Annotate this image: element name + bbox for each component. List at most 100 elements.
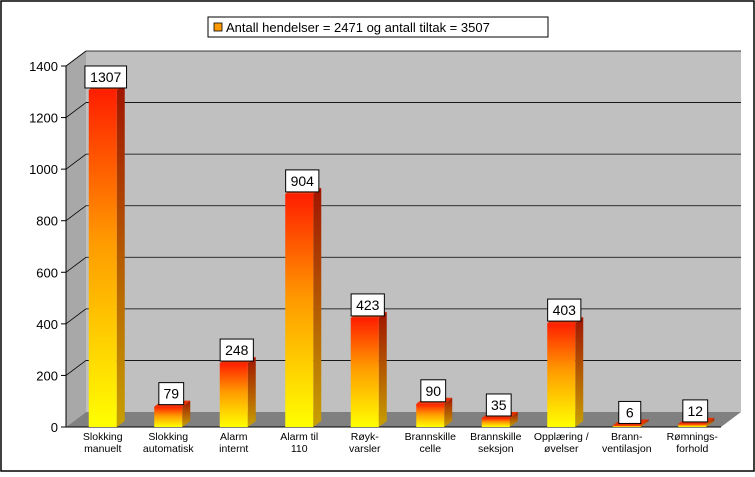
bar-front-0 xyxy=(88,89,117,427)
y-tick-label: 1000 xyxy=(29,162,58,177)
x-tick-label-line: Alarm xyxy=(220,431,248,443)
bar-side-2 xyxy=(247,357,256,427)
x-tick-label-line: Opplæring / xyxy=(534,431,589,443)
y-tick-label: 200 xyxy=(36,368,58,383)
bar-front-6 xyxy=(481,417,510,427)
x-tick-label-line: varsler xyxy=(349,443,381,455)
y-tick-label: 800 xyxy=(36,214,58,229)
x-tick-label: Brann-ventilasjon xyxy=(602,431,652,455)
bar-front-1 xyxy=(154,406,183,427)
data-label: 35 xyxy=(491,397,507,413)
gridline-side-1000 xyxy=(65,153,87,170)
bar-front-9 xyxy=(678,423,707,427)
y-tick-label: 600 xyxy=(36,265,58,280)
legend-box xyxy=(207,16,549,38)
x-tick-label-line: seksjon xyxy=(478,443,514,455)
data-label: 904 xyxy=(291,173,315,189)
legend-swatch xyxy=(213,22,223,32)
bar-3: 904 xyxy=(285,169,322,427)
bar-side-3 xyxy=(313,187,322,427)
gridline-side-400 xyxy=(65,308,87,325)
bar-side-4 xyxy=(378,311,387,427)
x-tick-label-line: ventilasjon xyxy=(602,443,652,455)
bar-front-8 xyxy=(612,425,641,427)
x-tick-label-line: Brannskille xyxy=(405,431,457,443)
bar-7: 403 xyxy=(547,298,584,427)
x-tick-label: Røyk-varsler xyxy=(349,431,381,455)
x-tick-label-line: forhold xyxy=(676,443,708,455)
data-label-box-0 xyxy=(84,65,128,89)
bar-front-4 xyxy=(350,317,379,427)
bar-0: 1307 xyxy=(84,65,128,427)
data-label: 248 xyxy=(225,342,249,358)
data-label-box-2 xyxy=(219,338,254,362)
bar-side-8 xyxy=(640,419,649,427)
x-tick-label: Opplæring / øvelser xyxy=(534,431,589,455)
data-label: 403 xyxy=(553,302,577,318)
bar-9: 12 xyxy=(678,399,715,427)
x-tick-label: Slokking manuelt xyxy=(83,431,123,455)
x-tick-label-line: Brann- xyxy=(611,431,643,443)
bar-front-7 xyxy=(547,323,576,427)
bar-side-7 xyxy=(575,317,584,427)
bar-side-5 xyxy=(444,397,453,427)
data-label-box-1 xyxy=(158,382,185,406)
x-tick-label-line: celle xyxy=(419,443,441,455)
x-tick-label-line: Brannskille xyxy=(470,431,522,443)
data-label-box-9 xyxy=(682,399,709,423)
bar-5: 90 xyxy=(416,379,453,427)
bar-side-1 xyxy=(182,400,191,427)
bar-front-5 xyxy=(416,403,445,427)
data-label: 423 xyxy=(356,297,380,313)
y-tick-label: 0 xyxy=(51,420,58,435)
x-tick-label-line: Alarm til xyxy=(280,431,318,443)
data-label: 79 xyxy=(163,386,179,402)
bar-side-0 xyxy=(116,83,125,427)
plot-left-wall xyxy=(66,51,86,427)
bar-8: 6 xyxy=(612,400,649,427)
x-tick-label: Brannskille celle xyxy=(405,431,457,455)
x-tick-label-line: Rømnings- xyxy=(667,431,719,443)
bars: 1307 79 248 904 423 90 35 403 6 12 xyxy=(84,65,715,427)
gridlines xyxy=(65,50,741,376)
bar-front-3 xyxy=(285,193,314,427)
bar-1: 79 xyxy=(154,382,191,427)
x-tick-label-line: Røyk- xyxy=(351,431,379,443)
y-tick-label: 400 xyxy=(36,317,58,332)
x-tick-label-line: automatisk xyxy=(143,443,195,455)
data-label-box-3 xyxy=(285,169,320,193)
data-label: 12 xyxy=(687,403,703,419)
x-tick-label: Rømnings-forhold xyxy=(667,431,719,455)
x-tick-label: Alarm internt xyxy=(219,431,248,455)
gridline-side-600 xyxy=(65,256,87,273)
data-label: 6 xyxy=(626,404,634,420)
x-tick-label-line: Slokking xyxy=(83,431,123,443)
bar-4: 423 xyxy=(350,293,387,427)
bar-2: 248 xyxy=(219,338,256,427)
data-label: 1307 xyxy=(90,69,121,85)
x-tick-label: Slokking automatisk xyxy=(143,431,195,455)
bar-6: 35 xyxy=(481,393,518,427)
data-label-box-6 xyxy=(485,393,512,417)
data-label-box-8 xyxy=(618,400,642,424)
data-label: 90 xyxy=(425,383,441,399)
gridline-side-800 xyxy=(65,205,87,222)
x-tick-label: Alarm til 110 xyxy=(280,431,318,455)
gridline-side-1400 xyxy=(65,50,87,67)
x-tick-label: Brannskille seksjon xyxy=(470,431,522,455)
bar-side-9 xyxy=(706,417,715,427)
x-tick-label-line: Slokking xyxy=(148,431,188,443)
x-tick-label-line: 110 xyxy=(291,443,308,455)
legend-label: Antall hendelser = 2471 og antall tiltak… xyxy=(226,20,490,35)
gridline-side-200 xyxy=(65,360,87,376)
x-tick-label-line: manuelt xyxy=(84,443,121,455)
bar-front-2 xyxy=(219,363,248,427)
y-tick-label: 1400 xyxy=(29,59,58,74)
x-tick-label-line: internt xyxy=(219,443,248,455)
y-tick-label: 1200 xyxy=(29,111,58,126)
legend: Antall hendelser = 2471 og antall tiltak… xyxy=(207,16,549,38)
plot-back-wall xyxy=(86,51,741,412)
